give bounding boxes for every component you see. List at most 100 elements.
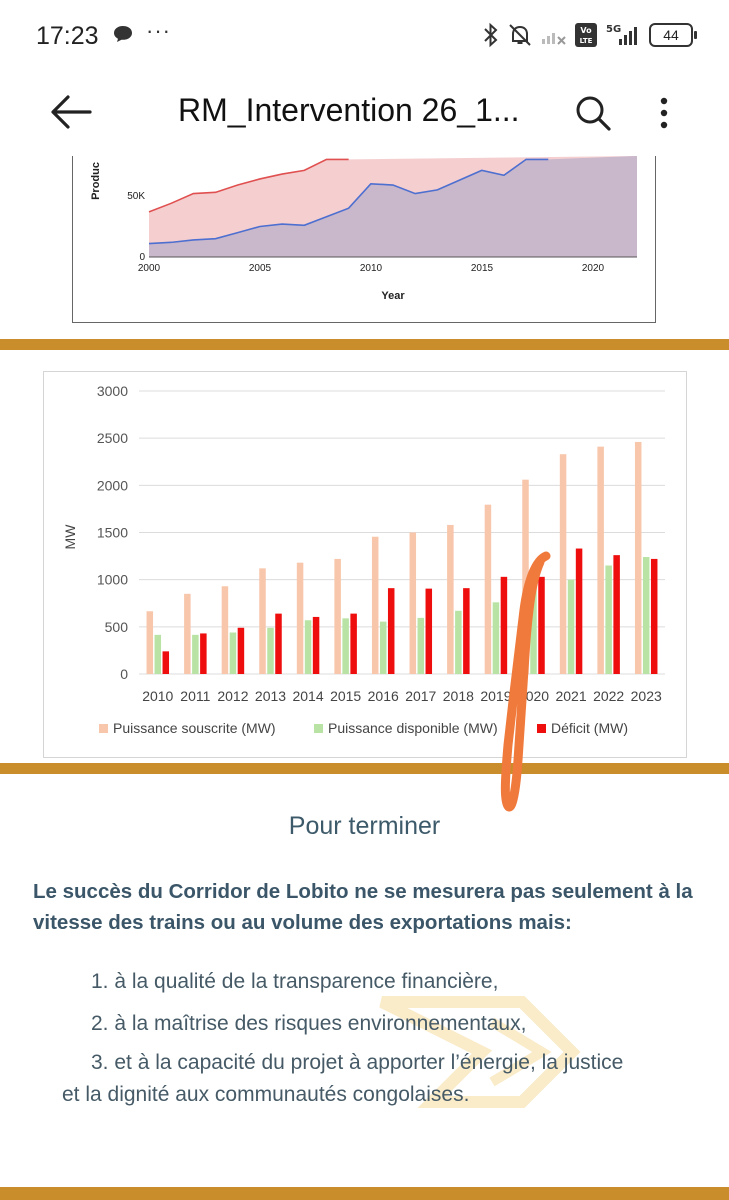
x-tick-label: 2019: [480, 688, 511, 704]
bar-souscrite: [259, 568, 266, 674]
bar-souscrite: [447, 524, 454, 674]
bar-disponible: [567, 579, 575, 674]
bar-chart-svg: 0 500 1000 1500 2000 2500 3000 2010 2011 2012 201…: [62, 383, 665, 736]
bar-deficit: [312, 616, 320, 674]
bar-disponible: [455, 610, 462, 674]
y-tick-label: 1000: [97, 572, 128, 588]
bar-souscrite: [334, 558, 341, 674]
bar-disponible: [417, 617, 425, 674]
bar-deficit: [500, 576, 508, 674]
bar-disponible: [379, 621, 387, 674]
section-title: Pour terminer: [288, 812, 441, 840]
document-title: RM_Intervention 26_1...: [178, 92, 520, 128]
list-number: 2.: [91, 1012, 109, 1035]
y-axis-title: MW: [62, 524, 78, 550]
bar-deficit: [350, 613, 357, 674]
signal-weak-icon: [542, 33, 566, 45]
volte-icon: Vo LTE: [575, 23, 597, 47]
x-tick-label: 2020: [582, 263, 605, 274]
legend-label: Déficit (MW): [551, 720, 628, 736]
bar-deficit: [425, 588, 433, 674]
y-tick-label: 500: [105, 619, 129, 635]
bar-disponible: [192, 634, 199, 674]
x-tick-label: 2005: [249, 263, 272, 274]
bar-souscrite: [522, 479, 529, 674]
bar-deficit: [200, 633, 207, 674]
y-tick-label: 50K: [127, 191, 145, 202]
y-tick-label: 0: [139, 252, 145, 263]
bar-deficit: [162, 651, 170, 674]
watermark-logo: [379, 996, 581, 1108]
y-axis-title: Produc: [90, 162, 102, 200]
status-bar: 17:23 ··· Vo LTE 5G 44: [0, 0, 729, 72]
x-tick-label: 2016: [368, 688, 399, 704]
battery-icon: 44: [649, 23, 697, 47]
list-number: 3.: [91, 1051, 109, 1074]
x-tick-label: 2012: [217, 688, 248, 704]
list-number: 1.: [91, 970, 109, 993]
gold-divider: [0, 339, 729, 350]
list-text: et à la capacité du projet à apporter l’…: [114, 1051, 624, 1074]
x-tick-label: 2015: [471, 263, 494, 274]
legend-swatch: [314, 724, 323, 733]
x-tick-label: 2022: [593, 688, 624, 704]
bar-deficit: [237, 627, 245, 674]
svg-text:Vo: Vo: [580, 26, 592, 35]
area-series-line: [148, 158, 349, 213]
list-text: à la maîtrise des risques environnementa…: [114, 1012, 527, 1035]
list-item: 3. et à la capacité du projet à apporter…: [91, 1048, 623, 1078]
app-bar: RM_Intervention 26_1...: [0, 72, 729, 156]
legend-label: Puissance disponible (MW): [328, 720, 498, 736]
bar-souscrite: [221, 586, 229, 674]
bar-disponible: [642, 557, 650, 674]
bar-souscrite: [597, 446, 604, 674]
bar-deficit: [463, 588, 470, 674]
bar-souscrite: [146, 611, 154, 674]
legend-swatch: [99, 724, 108, 733]
notifications-off-icon: [509, 24, 531, 46]
x-tick-label: 2018: [443, 688, 474, 704]
bar-deficit: [387, 588, 395, 674]
bluetooth-icon: [484, 22, 498, 48]
area-series-line: [148, 158, 549, 245]
x-axis-title: Year: [381, 290, 405, 302]
search-icon[interactable]: [574, 94, 612, 132]
bar-disponible: [154, 634, 162, 674]
list-item: 1. à la qualité de la transparence finan…: [91, 967, 498, 997]
bar-disponible: [605, 565, 612, 674]
bar-deficit: [613, 555, 620, 674]
bar-souscrite: [409, 532, 417, 674]
bar-deficit: [275, 613, 282, 674]
power-bar-chart: 0 500 1000 1500 2000 2500 3000 2010 2011 2012 201…: [43, 371, 687, 758]
x-tick-label: 2000: [138, 263, 161, 274]
bar-disponible: [304, 620, 312, 674]
x-tick-label: 2010: [360, 263, 383, 274]
signal-5g-icon: 5G: [606, 24, 637, 45]
svg-text:5G: 5G: [606, 24, 621, 35]
area-series-fill: [149, 156, 637, 257]
bar-disponible: [342, 618, 349, 674]
previous-production-chart: Produc 50K 0 2000 2005 2010 2015 2020 Ye…: [72, 156, 656, 323]
x-tick-label: 2023: [631, 688, 662, 704]
svg-text:LTE: LTE: [580, 37, 593, 45]
list-text: à la qualité de la transparence financiè…: [114, 970, 499, 993]
x-tick-label: 2020: [518, 688, 549, 704]
chat-icon: [114, 26, 132, 42]
bar-disponible: [492, 602, 500, 674]
bar-souscrite: [371, 536, 379, 674]
bar-deficit: [538, 576, 545, 674]
x-tick-label: 2021: [555, 688, 586, 704]
legend-label: Puissance souscrite (MW): [113, 720, 276, 736]
bar-souscrite: [484, 504, 492, 674]
more-options-icon[interactable]: [652, 94, 676, 134]
gold-divider: [0, 763, 729, 774]
y-tick-label: 0: [120, 666, 128, 682]
lead-paragraph: Le succès du Corridor de Lobito ne se me…: [33, 880, 693, 934]
bar-souscrite: [184, 593, 191, 674]
x-tick-label: 2011: [180, 688, 210, 704]
y-tick-label: 1500: [97, 525, 128, 541]
list-item-continuation: et la dignité aux communautés congolaise…: [62, 1083, 470, 1106]
back-arrow-icon[interactable]: [48, 92, 94, 132]
list-item: 2. à la maîtrise des risques environneme…: [91, 1009, 526, 1039]
bar-disponible: [530, 575, 537, 674]
